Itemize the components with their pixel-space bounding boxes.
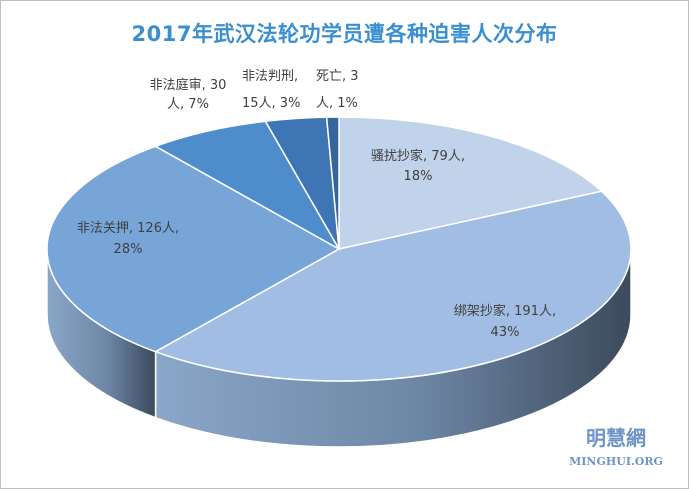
pie-slice-5	[325, 116, 340, 250]
pie-slice-2	[46, 145, 341, 353]
chart-title: 2017年武汉法轮功学员遭各种迫害人次分布	[131, 22, 558, 46]
slice-percent-3: 人, 7%	[167, 97, 209, 112]
pie-slices	[46, 116, 632, 382]
pie-slice-1	[153, 190, 632, 382]
slice-label-1: 绑架抄家, 191人,	[454, 303, 556, 319]
minghui-watermark: 明慧網 MINGHUI.ORG	[569, 426, 663, 468]
watermark-english: MINGHUI.ORG	[569, 455, 663, 468]
pie-slice-0	[338, 116, 604, 250]
pie-slice-3	[153, 120, 342, 251]
slice-percent-2: 28%	[114, 242, 143, 257]
pie-labels: 骚扰抄家, 79人, 18% 绑架抄家, 191人, 43% 非法关押, 126人, 28…	[77, 69, 556, 340]
slice-percent-5: 人, 1%	[316, 96, 358, 111]
slice-label-5: 死亡, 3	[316, 69, 359, 84]
slice-label-3: 非法庭审, 30	[150, 77, 227, 93]
slice-percent-1: 43%	[491, 325, 520, 340]
slice-label-0: 骚扰抄家, 79人,	[371, 148, 465, 164]
slice-percent-0: 18%	[404, 169, 433, 184]
slice-label-2: 非法关押, 126人,	[77, 221, 179, 236]
slice-label-4: 非法判刑,	[242, 69, 298, 84]
slice-percent-4: 15人, 3%	[242, 96, 300, 111]
watermark-chinese: 明慧網	[586, 426, 646, 450]
